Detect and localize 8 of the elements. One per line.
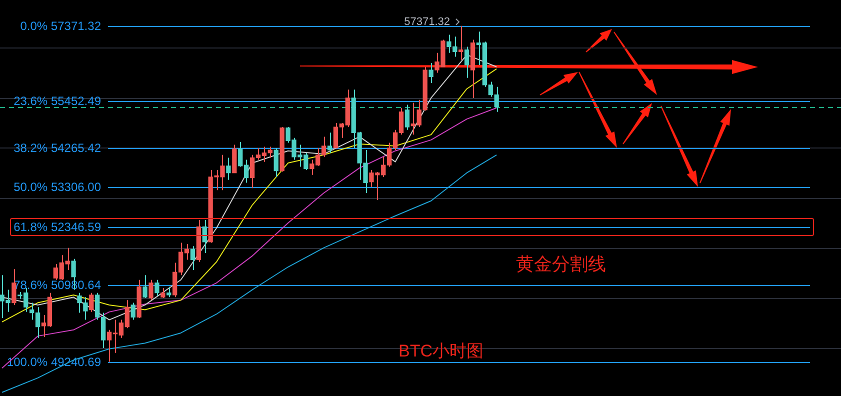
text: 黄金分割线: [516, 254, 606, 274]
ref-line-label: 38.2% 54265.42: [14, 140, 102, 155]
ref-line-label: 23.6% 55452.49: [14, 94, 102, 108]
ref-line-label: 50.0% 53306.00: [14, 180, 102, 194]
ref-line-label: 61.8% 52346.59: [14, 220, 102, 234]
ref-line-label: 0.0% 57371.32: [20, 18, 102, 33]
annotation: BTC小时图: [398, 342, 484, 361]
annotation: 57371.32: [404, 16, 450, 28]
